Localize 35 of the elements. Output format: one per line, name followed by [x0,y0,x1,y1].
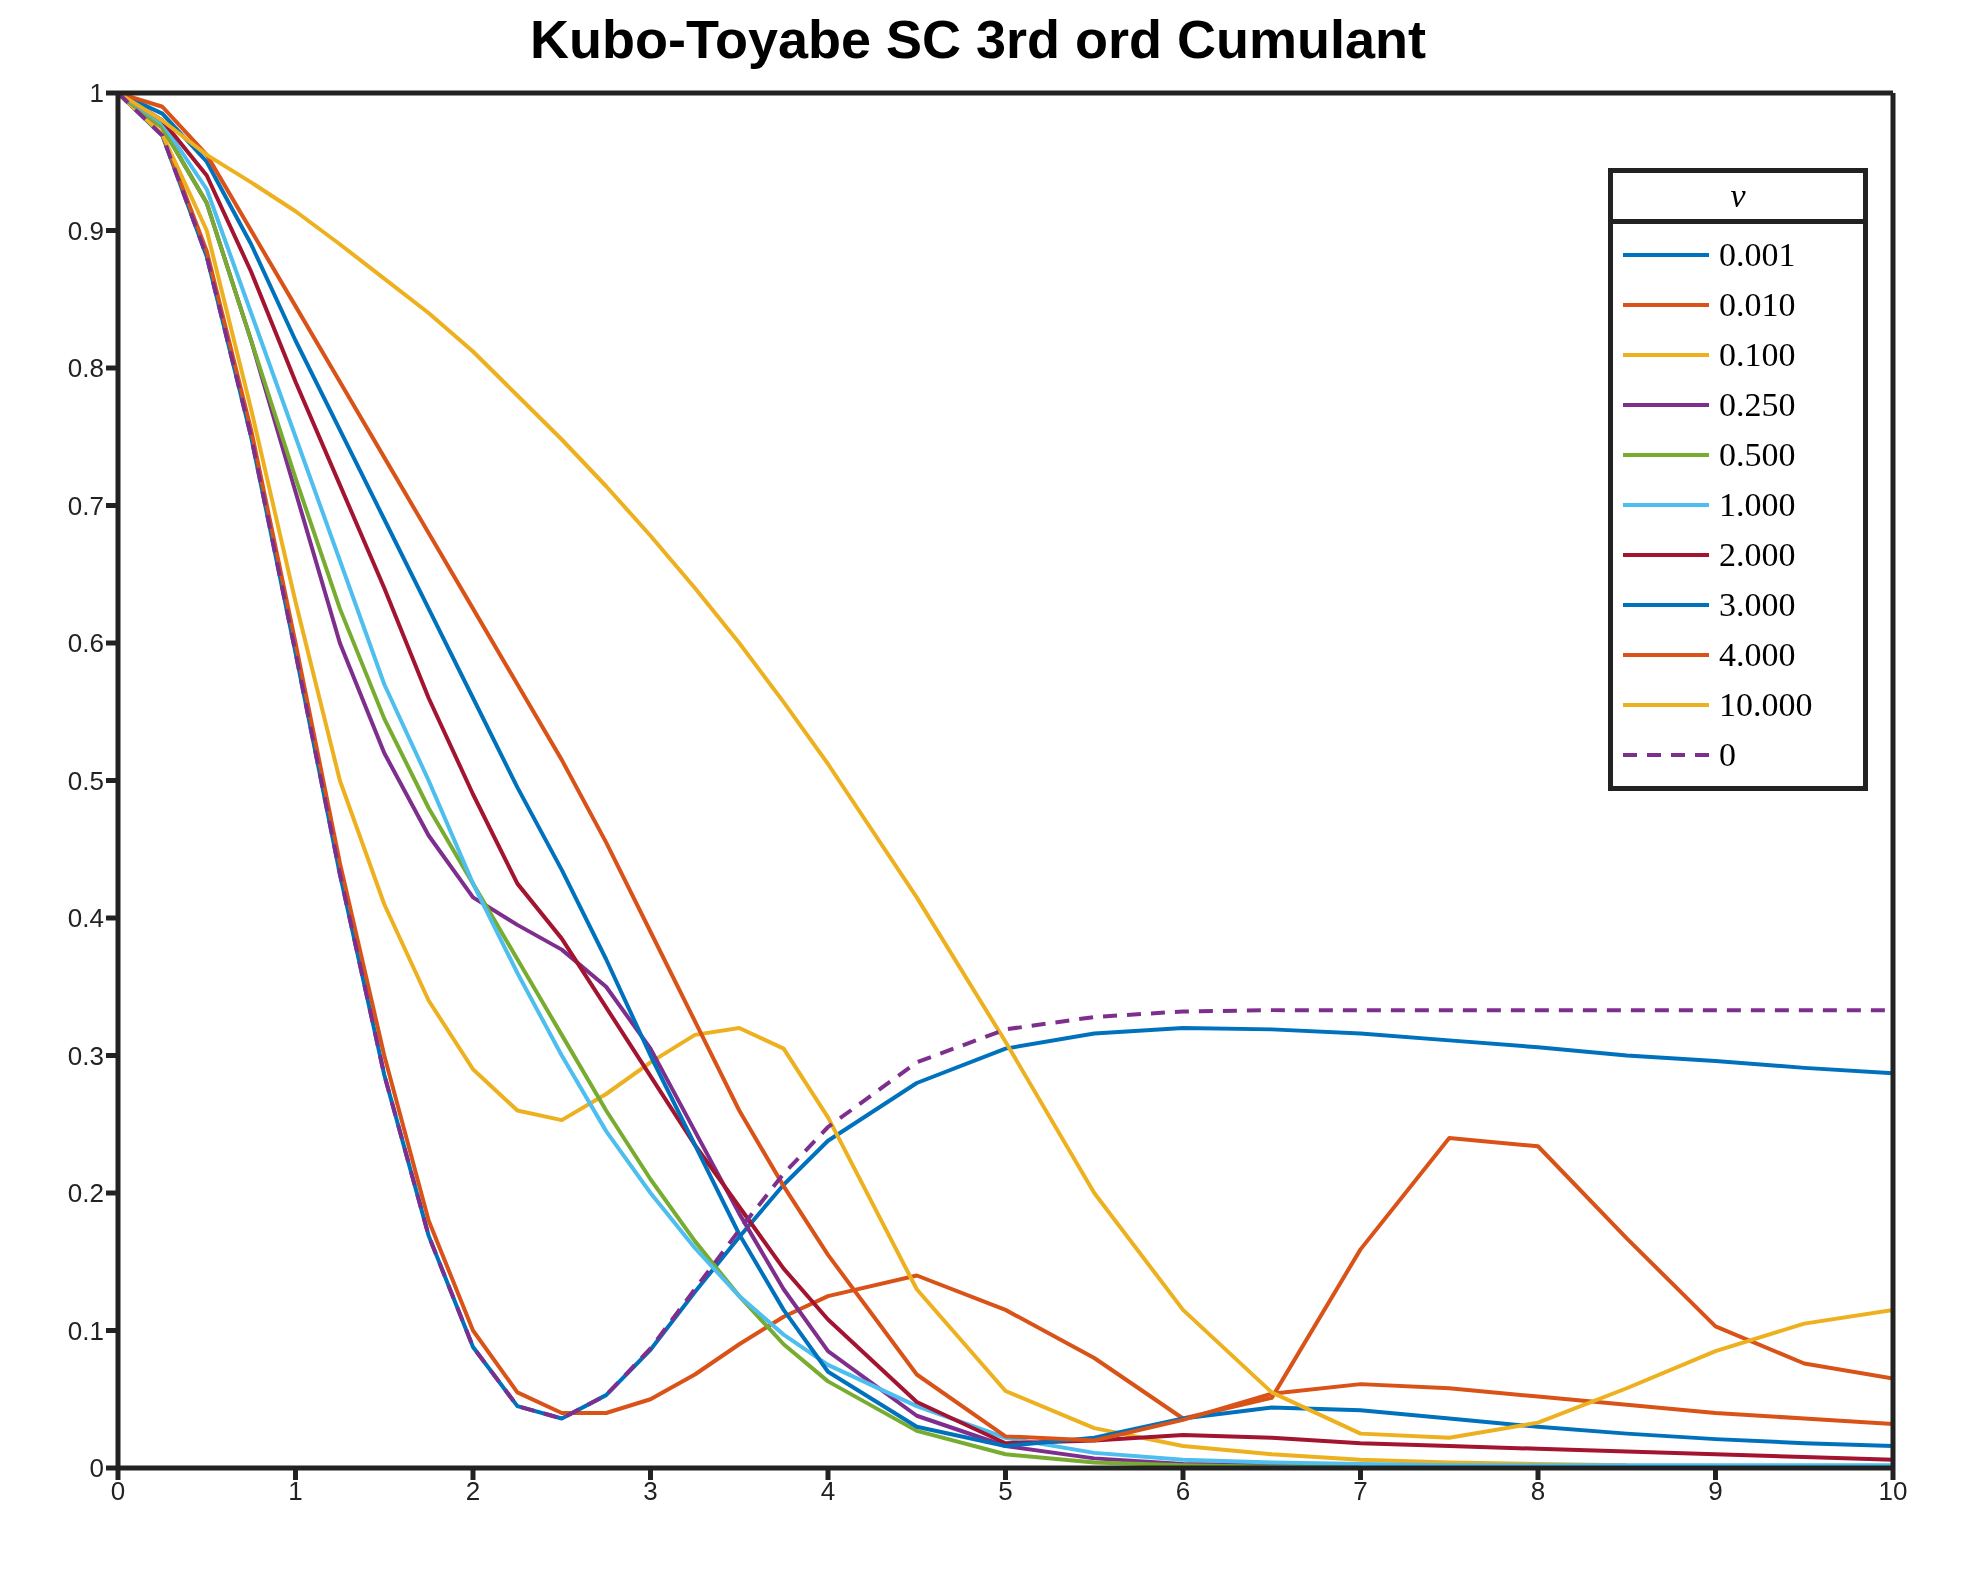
legend-label: 0.250 [1719,386,1796,424]
x-tick-label: 6 [1175,1476,1191,1507]
x-tick-label: 8 [1530,1476,1546,1507]
x-tick-label: 4 [820,1476,836,1507]
legend-label: 4.000 [1719,636,1796,674]
y-tick-label: 0.2 [67,1178,104,1209]
x-tick-label: 0 [110,1476,126,1507]
x-tick-label: 9 [1708,1476,1723,1507]
y-tick-label: 0.9 [67,215,104,246]
x-tick-label: 2 [465,1476,481,1507]
y-tick-label: 0.8 [67,353,104,384]
legend-label: 10.000 [1719,686,1813,724]
x-tick-label: 3 [643,1476,658,1507]
legend-label: 0.500 [1719,436,1796,474]
legend-title: ν [1729,176,1747,216]
y-tick-label: 0.7 [67,490,104,521]
x-tick-label: 7 [1353,1476,1368,1507]
y-tick-label: 0.1 [67,1315,104,1346]
x-tick-label: 5 [998,1476,1013,1507]
legend-label: 3.000 [1719,586,1796,624]
y-tick-label: 0.3 [67,1040,104,1071]
legend-label: 0.010 [1719,286,1796,324]
y-tick-label: 0.4 [67,903,104,934]
legend-label: 0 [1719,736,1736,774]
x-tick-label: 10 [1878,1476,1908,1507]
legend-label: 0.001 [1719,236,1796,274]
x-tick-label: 1 [288,1476,303,1507]
y-tick-label: 1 [89,78,104,109]
y-tick-label: 0 [89,1453,104,1484]
legend-label: 2.000 [1719,536,1796,574]
y-tick-label: 0.5 [67,765,104,796]
y-tick-label: 0.6 [67,628,104,659]
legend-label: 0.100 [1719,336,1796,374]
legend-label: 1.000 [1719,486,1796,524]
chart-title: Kubo-Toyabe SC 3rd ord Cumulant [529,8,1427,71]
